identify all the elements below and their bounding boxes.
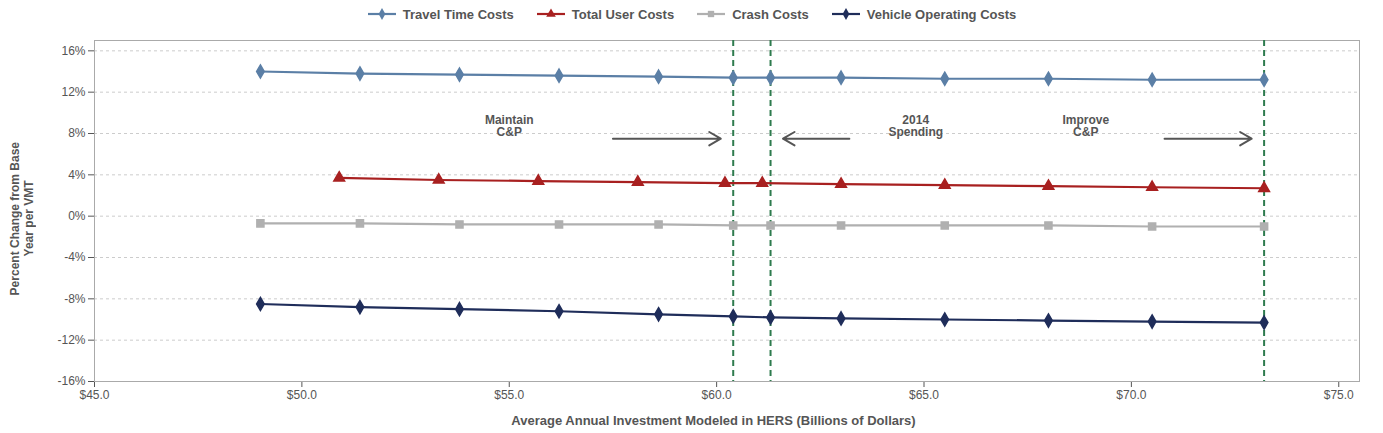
svg-text:$65.0: $65.0: [909, 388, 939, 402]
svg-text:$55.0: $55.0: [494, 388, 524, 402]
svg-text:MaintainC&P: MaintainC&P: [485, 113, 534, 139]
svg-text:4%: 4%: [68, 168, 86, 182]
html-text:Total User Costs: Total User Costs: [571, 6, 675, 22]
svg-text:-12%: -12%: [57, 333, 85, 347]
svg-text:0%: 0%: [68, 209, 86, 223]
svg-text:$45.0: $45.0: [79, 388, 109, 402]
svg-text:-16%: -16%: [57, 374, 85, 388]
svg-text:-4%: -4%: [64, 250, 86, 264]
html-text:Crash Costs: Crash Costs: [732, 6, 809, 22]
svg-text:16%: 16%: [61, 44, 85, 58]
html-text:Average Annual Investment Mode: Average Annual Investment Modeled in HER…: [511, 413, 916, 428]
svg-text:-8%: -8%: [64, 292, 86, 306]
svg-text:$70.0: $70.0: [1116, 388, 1146, 402]
svg-text:8%: 8%: [68, 126, 86, 140]
svg-text:$75.0: $75.0: [1324, 388, 1354, 402]
html-text:Percent Change from Base Year: Percent Change from Base Year per VMT: [8, 141, 36, 296]
html-text:Travel Time Costs: Travel Time Costs: [402, 6, 514, 22]
svg-text:ImproveC&P: ImproveC&P: [1062, 113, 1109, 139]
svg-text:12%: 12%: [61, 85, 85, 99]
svg-text:$60.0: $60.0: [702, 388, 732, 402]
svg-text:2014Spending: 2014Spending: [888, 113, 943, 139]
svg-text:$50.0: $50.0: [287, 388, 317, 402]
html-text:Vehicle Operating Costs: Vehicle Operating Costs: [866, 6, 1017, 22]
